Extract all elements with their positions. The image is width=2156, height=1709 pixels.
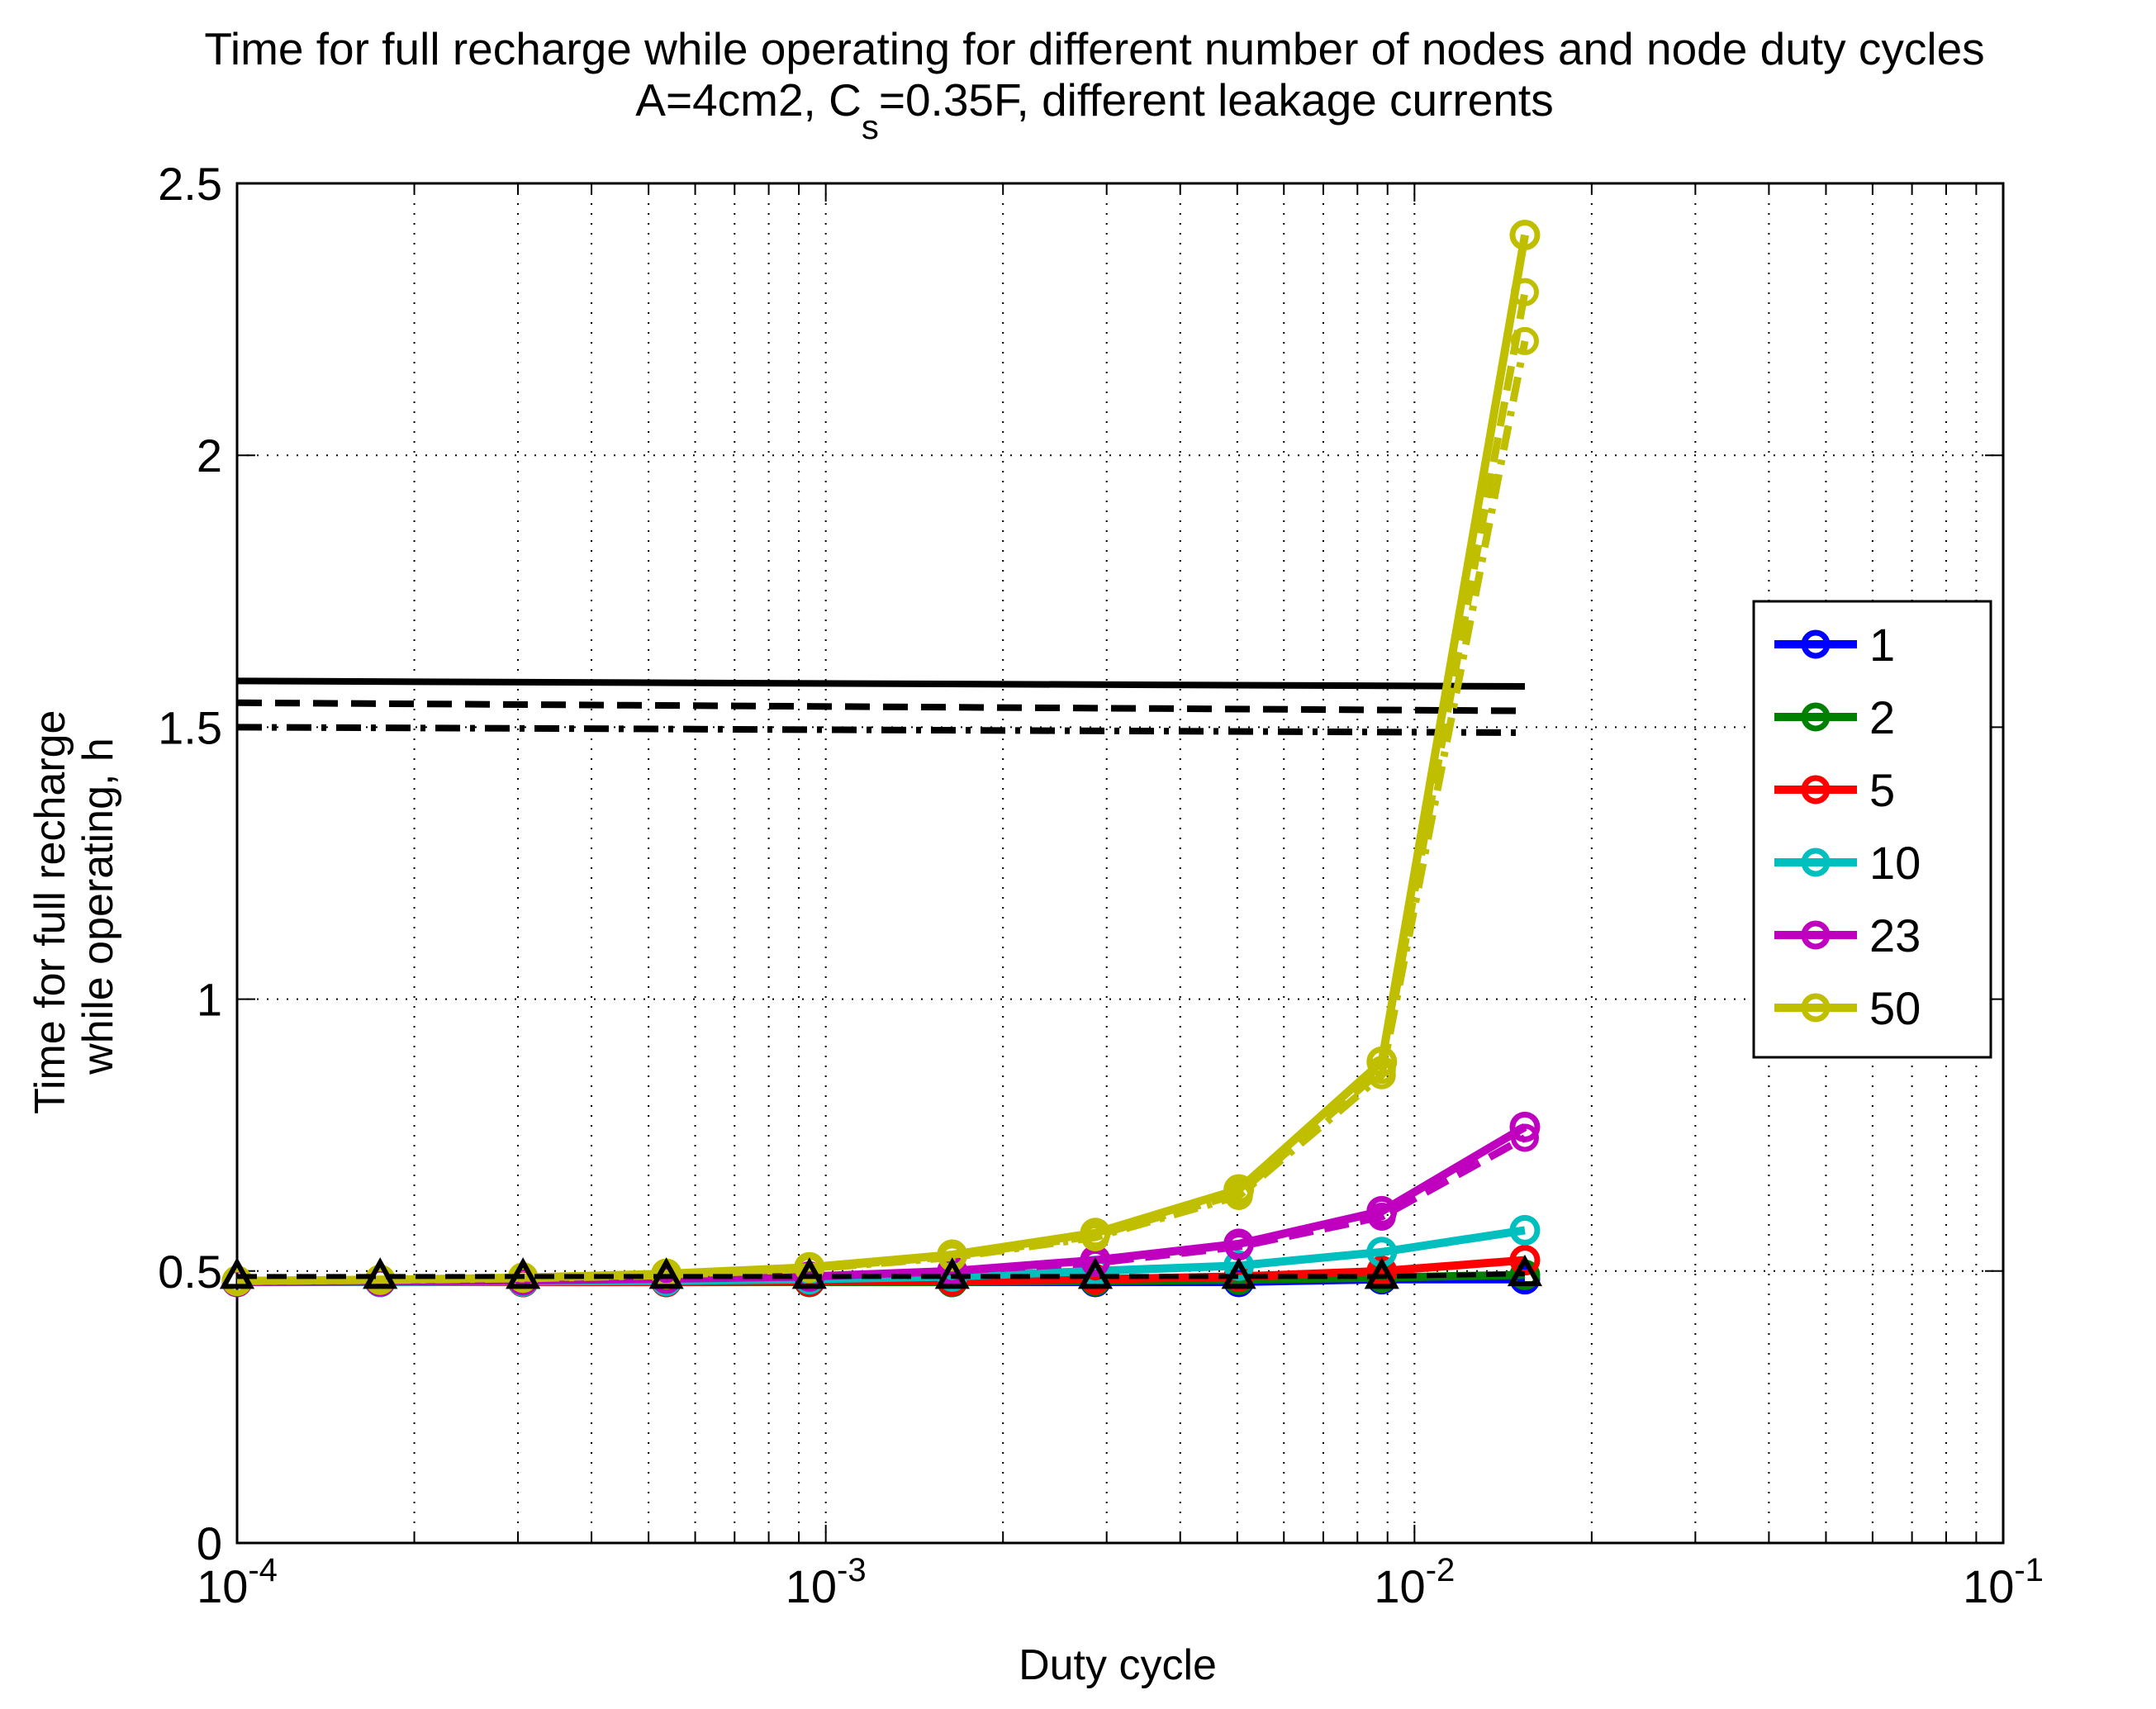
series-50-point: [1509, 220, 1541, 251]
chart-title: Time for full recharge while operating f…: [204, 23, 1984, 74]
series-50-point: [794, 1251, 825, 1283]
chart-subtitle: A=4cm2, Cs=0.35F, different leakage curr…: [635, 74, 1553, 146]
y-tick-label: 0: [197, 1517, 222, 1569]
legend-label-1: 1: [1869, 619, 1895, 671]
y-tick-label: 2: [197, 430, 222, 482]
legend-marker-2: [1801, 702, 1831, 732]
legend-marker-23: [1801, 920, 1831, 950]
triangle-marker: [934, 1257, 970, 1289]
legend-label-23: 23: [1869, 909, 1921, 961]
legend-label-2: 2: [1869, 691, 1895, 743]
series-10-point: [1223, 1250, 1255, 1281]
axes-box: [235, 182, 2005, 1545]
series-50-variant-line: [236, 340, 1529, 1285]
series-50-point: [1223, 1174, 1255, 1205]
legend-box: [1752, 600, 1992, 1059]
leakage-line-dashed: [236, 699, 1526, 714]
y-tick-label: 0.5: [158, 1246, 222, 1298]
leakage-line-solid: [236, 677, 1526, 690]
triangle-marker: [219, 1257, 255, 1289]
series-23-point: [1223, 1228, 1255, 1260]
x-tick-label: 10-2: [1374, 1552, 1455, 1612]
triangle-marker: [1221, 1257, 1256, 1289]
legend-marker-1: [1801, 629, 1831, 659]
series-50-variant-point: [1510, 326, 1539, 355]
series-23-point: [1366, 1195, 1398, 1227]
axes: 10-4 10-3 10-2 10-1 0 0.5 1 1.5 2 2.5: [158, 158, 2044, 1612]
series-5-point: [1509, 1245, 1541, 1276]
x-tick-label: 10-3: [786, 1552, 867, 1612]
y-tick-label: 1: [197, 974, 222, 1026]
x-tick-label: 10-1: [1963, 1552, 2044, 1612]
triangle-marker: [1364, 1257, 1399, 1289]
legend-label-5: 5: [1869, 764, 1895, 816]
y-tick-label: 2.5: [158, 158, 222, 210]
series-50-variant-line: [236, 291, 1529, 1285]
triangle-marker: [1077, 1257, 1114, 1289]
legend-label-50: 50: [1869, 982, 1921, 1034]
series-23-point: [1509, 1111, 1541, 1142]
legend-marker-50: [1801, 993, 1831, 1023]
series-50-point: [1080, 1218, 1111, 1249]
legend-marker-10: [1801, 847, 1831, 877]
triangle-marker: [648, 1257, 684, 1289]
y-tick-label: 1.5: [158, 701, 222, 753]
plot-area: [219, 220, 1543, 1298]
triangle-marker: [1507, 1254, 1543, 1287]
series-10-point: [1509, 1214, 1541, 1246]
triangle-marker: [791, 1257, 827, 1289]
y-axis-label: Time for full recharge while operating, …: [26, 698, 122, 1114]
triangle-marker: [506, 1257, 541, 1289]
leakage-line-dashdot: [236, 724, 1526, 736]
series-50-point: [1366, 1046, 1398, 1077]
grid-lines: [237, 183, 2003, 1543]
x-axis-label: Duty cycle: [1019, 1641, 1217, 1689]
legend-marker-5: [1801, 775, 1831, 805]
labels: Time for full recharge while operating f…: [26, 23, 1985, 1689]
series-50-line: [236, 234, 1529, 1285]
legend-label-10: 10: [1869, 837, 1921, 889]
triangle-marker: [363, 1257, 398, 1289]
legend: 1 2 5 10 23 50: [1752, 600, 1992, 1059]
x-tick-label: 10-4: [197, 1552, 278, 1612]
triangle-series-line: [237, 1271, 1526, 1279]
